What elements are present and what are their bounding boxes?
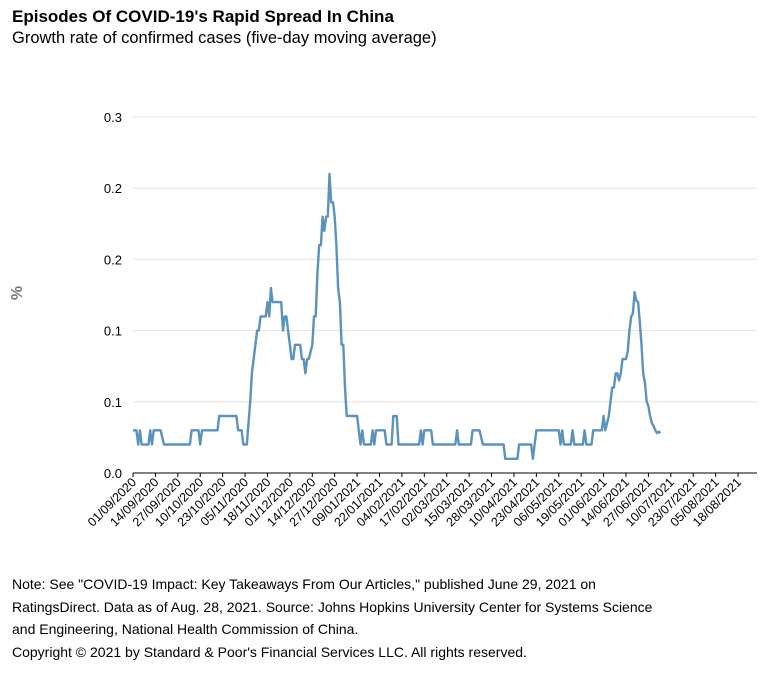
y-tick-label: 0.1 bbox=[104, 395, 122, 410]
chart-title: Episodes Of COVID-19's Rapid Spread In C… bbox=[12, 7, 394, 26]
y-tick-label: 0.2 bbox=[104, 252, 122, 267]
note-line-3: and Engineering, National Health Commiss… bbox=[12, 621, 359, 637]
series-line bbox=[133, 172, 662, 460]
note-line-1: Note: See "COVID-19 Impact: Key Takeaway… bbox=[12, 576, 596, 592]
y-tick-label: 0.2 bbox=[104, 181, 122, 196]
y-tick-label: 0.1 bbox=[104, 324, 122, 339]
y-tick-label: 0.0 bbox=[104, 466, 122, 481]
copyright: Copyright © 2021 by Standard & Poor's Fi… bbox=[12, 643, 527, 660]
y-axis-ticks: 0.0 0.1 0.1 0.2 0.2 0.3 bbox=[104, 110, 122, 481]
y-tick-label: 0.3 bbox=[104, 110, 122, 125]
gridlines bbox=[133, 116, 757, 403]
footnotes: Note: See "COVID-19 Impact: Key Takeaway… bbox=[12, 573, 772, 663]
note-line-2: RatingsDirect. Data as of Aug. 28, 2021.… bbox=[12, 598, 653, 615]
chart-subtitle: Growth rate of confirmed cases (five-day… bbox=[12, 29, 437, 47]
x-axis-ticks: 01/09/202014/09/202027/09/202010/10/2020… bbox=[85, 473, 744, 529]
line-chart: 0.0 0.1 0.1 0.2 0.2 0.3 01/09/202014/09/20202… bbox=[85, 110, 757, 529]
